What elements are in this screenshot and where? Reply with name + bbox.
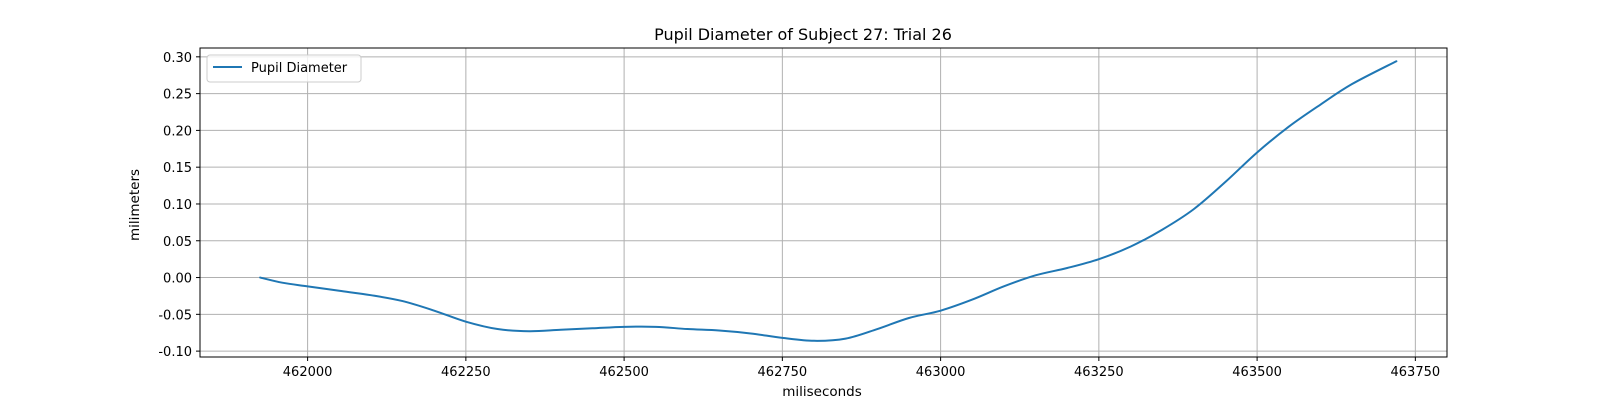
x-tick-label: 463000 bbox=[916, 365, 966, 380]
y-tick-label: 0.00 bbox=[163, 272, 192, 287]
x-tick-label: 463750 bbox=[1391, 365, 1441, 380]
x-tick-label: 463250 bbox=[1074, 365, 1124, 380]
y-tick-label: 0.15 bbox=[163, 161, 192, 176]
x-tick-label: 463500 bbox=[1232, 365, 1282, 380]
y-tick-label: 0.05 bbox=[163, 235, 192, 250]
y-tick-label: -0.05 bbox=[158, 308, 192, 323]
y-tick-label: 0.10 bbox=[163, 198, 192, 213]
grid-lines bbox=[200, 48, 1447, 357]
series-line-pupil-diameter bbox=[259, 60, 1398, 342]
x-tick-label: 462500 bbox=[599, 365, 649, 380]
x-axis-ticks: 462000 462250 462500 462750 463000 463250 4635… bbox=[283, 357, 1440, 380]
x-axis-label: miliseconds bbox=[782, 384, 862, 400]
legend: Pupil Diameter bbox=[206, 54, 362, 83]
legend-label: Pupil Diameter bbox=[251, 61, 348, 76]
y-tick-label: 0.25 bbox=[163, 88, 192, 103]
y-tick-label: 0.20 bbox=[163, 124, 192, 139]
x-tick-label: 462250 bbox=[441, 365, 491, 380]
y-tick-label: -0.10 bbox=[158, 345, 192, 360]
x-tick-label: 462000 bbox=[283, 365, 333, 380]
y-axis-label: milimeters bbox=[127, 169, 143, 241]
data-series-group bbox=[259, 60, 1398, 342]
legend-box bbox=[206, 54, 362, 83]
chart-title: Pupil Diameter of Subject 27: Trial 26 bbox=[654, 25, 952, 44]
y-tick-label: 0.30 bbox=[163, 51, 192, 66]
plot-frame bbox=[199, 47, 1448, 358]
y-axis-ticks: -0.10 -0.05 0.00 0.05 0.10 0.15 0.20 0.25 0.30 bbox=[158, 51, 200, 360]
x-tick-label: 462750 bbox=[758, 365, 808, 380]
